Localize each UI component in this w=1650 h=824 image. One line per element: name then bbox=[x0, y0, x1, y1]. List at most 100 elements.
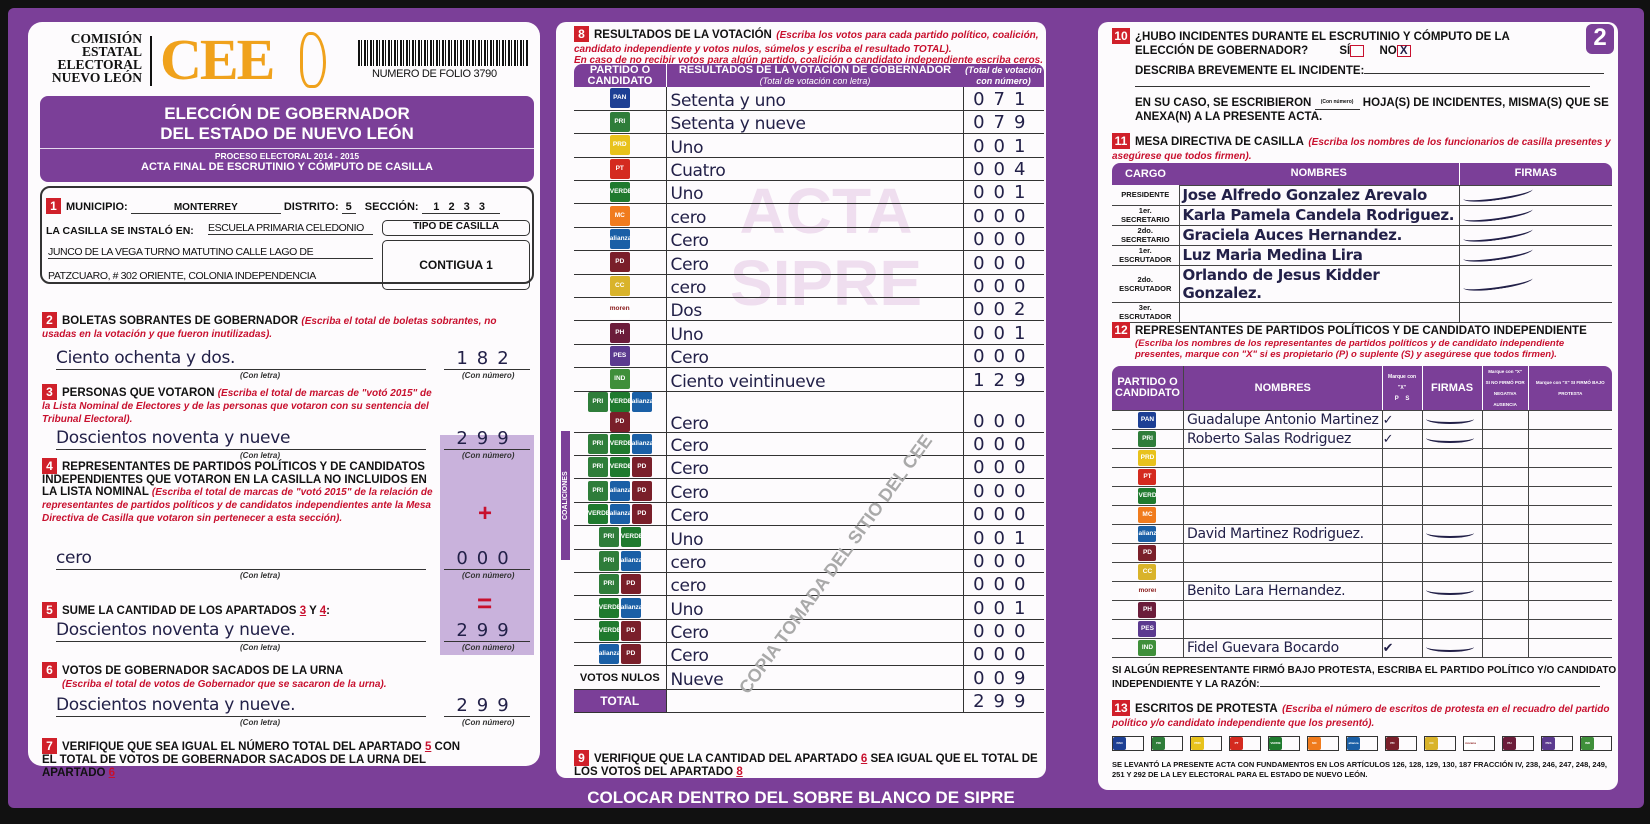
votes-numero-field[interactable]: 000 bbox=[963, 344, 1044, 369]
protest-count-box[interactable]: IND bbox=[1580, 736, 1612, 751]
s4-numero-field[interactable]: 000 bbox=[444, 548, 530, 570]
s6-letra-field[interactable]: Doscientos noventa y nueve. bbox=[56, 695, 426, 717]
votes-letra-field[interactable]: Cero bbox=[665, 250, 964, 275]
address-line-1[interactable]: ESCUELA PRIMARIA CELEDONIO bbox=[208, 222, 373, 235]
votes-numero-field[interactable]: 000 bbox=[963, 274, 1044, 299]
propietario-checkbox[interactable] bbox=[1382, 543, 1423, 563]
s5-letra-field[interactable]: Doscientos noventa y nueve. bbox=[56, 620, 426, 642]
representante-name-field[interactable]: David Martinez Rodriguez. bbox=[1183, 524, 1383, 544]
no-firmo-checkbox[interactable] bbox=[1482, 581, 1529, 601]
funcionario-name-field[interactable]: Orlando de Jesus Kidder Gonzalez. bbox=[1179, 265, 1460, 303]
incident-field[interactable] bbox=[1364, 64, 1605, 74]
protest-count-box[interactable]: PRI bbox=[1151, 736, 1183, 751]
signature-field[interactable] bbox=[1422, 600, 1483, 620]
votes-numero-field[interactable]: 000 bbox=[963, 455, 1044, 480]
total-numero-field[interactable]: 299 bbox=[963, 689, 1044, 714]
signature-field[interactable] bbox=[1422, 429, 1483, 449]
propietario-checkbox[interactable] bbox=[1382, 619, 1423, 639]
protest-count-box[interactable]: PD bbox=[1385, 736, 1417, 751]
representante-name-field[interactable]: Roberto Salas Rodriguez bbox=[1183, 429, 1383, 449]
representante-name-field[interactable] bbox=[1183, 543, 1383, 563]
s3-letra-field[interactable]: Doscientos noventa y nueve bbox=[56, 428, 426, 450]
protest-count-box[interactable]: PAN bbox=[1112, 736, 1144, 751]
no-firmo-checkbox[interactable] bbox=[1482, 524, 1529, 544]
votes-numero-field[interactable]: 000 bbox=[963, 502, 1044, 527]
protest-count-box[interactable]: PH bbox=[1502, 736, 1534, 751]
propietario-checkbox[interactable] bbox=[1382, 486, 1423, 506]
votes-numero-field[interactable]: 004 bbox=[963, 157, 1044, 182]
signature-field[interactable] bbox=[1422, 562, 1483, 582]
signature-field[interactable] bbox=[1459, 243, 1612, 266]
bajo-protesta-checkbox[interactable] bbox=[1528, 619, 1612, 639]
address-line-2[interactable]: JUNCO DE LA VEGA TURNO MATUTINO CALLE LA… bbox=[48, 246, 373, 259]
votes-numero-field[interactable]: 079 bbox=[963, 110, 1044, 135]
votes-letra-field[interactable]: Ciento veintinueve bbox=[665, 367, 964, 392]
votes-letra-field[interactable]: Dos bbox=[665, 297, 964, 322]
representante-name-field[interactable]: Guadalupe Antonio Martinez bbox=[1183, 410, 1383, 430]
bajo-protesta-checkbox[interactable] bbox=[1528, 581, 1612, 601]
bajo-protesta-checkbox[interactable] bbox=[1528, 600, 1612, 620]
propietario-checkbox[interactable] bbox=[1382, 581, 1423, 601]
signature-field[interactable] bbox=[1459, 265, 1612, 303]
propietario-checkbox[interactable] bbox=[1382, 505, 1423, 525]
no-firmo-checkbox[interactable] bbox=[1482, 486, 1529, 506]
propietario-checkbox[interactable]: ✓ bbox=[1382, 410, 1423, 430]
votes-numero-field[interactable]: 000 bbox=[963, 203, 1044, 228]
representante-name-field[interactable] bbox=[1183, 505, 1383, 525]
signature-field[interactable] bbox=[1422, 486, 1483, 506]
votes-letra-field[interactable]: Uno bbox=[665, 595, 964, 620]
representante-name-field[interactable] bbox=[1183, 467, 1383, 487]
nulos-numero-field[interactable]: 009 bbox=[963, 665, 1044, 690]
s6-numero-field[interactable]: 299 bbox=[444, 695, 530, 717]
funcionario-name-field[interactable]: Jose Alfredo Gonzalez Arevalo bbox=[1179, 185, 1460, 206]
signature-field[interactable] bbox=[1422, 543, 1483, 563]
seccion-field[interactable]: 1 2 3 3 bbox=[421, 201, 500, 214]
s3-numero-field[interactable]: 299 bbox=[444, 428, 530, 450]
votes-letra-field[interactable]: Cero bbox=[665, 432, 964, 456]
bajo-protesta-checkbox[interactable] bbox=[1528, 638, 1612, 658]
votes-letra-field[interactable]: cero bbox=[665, 572, 964, 597]
address-line-3[interactable]: PATZCUARO, # 302 ORIENTE, COLONIA INDEPE… bbox=[48, 270, 373, 283]
representante-name-field[interactable]: Benito Lara Hernandez. bbox=[1183, 581, 1383, 601]
incident-field-2[interactable] bbox=[1135, 86, 1590, 87]
representante-name-field[interactable]: Fidel Guevara Bocardo bbox=[1183, 638, 1383, 658]
votes-numero-field[interactable]: 000 bbox=[963, 478, 1044, 503]
protest-count-box[interactable]: VERDE bbox=[1268, 736, 1300, 751]
votes-letra-field[interactable]: cero bbox=[665, 274, 964, 299]
no-firmo-checkbox[interactable] bbox=[1482, 543, 1529, 563]
nulos-letra-field[interactable]: Nueve bbox=[665, 665, 964, 690]
bajo-protesta-checkbox[interactable] bbox=[1528, 524, 1612, 544]
municipio-field[interactable]: MONTERREY bbox=[130, 202, 281, 214]
protest-count-box[interactable]: CC bbox=[1424, 736, 1456, 751]
propietario-checkbox[interactable] bbox=[1382, 524, 1423, 544]
votes-letra-field[interactable]: Uno bbox=[665, 133, 964, 158]
s2-letra-field[interactable]: Ciento ochenta y dos. bbox=[56, 348, 426, 370]
votes-numero-field[interactable]: 002 bbox=[963, 297, 1044, 322]
no-firmo-checkbox[interactable] bbox=[1482, 600, 1529, 620]
protest-count-box[interactable]: alianza bbox=[1346, 736, 1378, 751]
protest-field[interactable] bbox=[1259, 677, 1600, 687]
representante-name-field[interactable] bbox=[1183, 562, 1383, 582]
s4-letra-field[interactable]: cero bbox=[56, 548, 426, 570]
propietario-checkbox[interactable]: ✓ bbox=[1382, 429, 1423, 449]
bajo-protesta-checkbox[interactable] bbox=[1528, 486, 1612, 506]
votes-numero-field[interactable]: 001 bbox=[963, 595, 1044, 620]
protest-count-box[interactable]: morena bbox=[1463, 736, 1495, 751]
bajo-protesta-checkbox[interactable] bbox=[1528, 429, 1612, 449]
votes-numero-field[interactable]: 001 bbox=[963, 133, 1044, 158]
representante-name-field[interactable] bbox=[1183, 486, 1383, 506]
funcionario-name-field[interactable]: Luz Maria Medina Lira bbox=[1179, 245, 1460, 266]
votes-letra-field[interactable]: Cero bbox=[665, 344, 964, 369]
votes-numero-field[interactable]: 000 bbox=[963, 432, 1044, 456]
no-firmo-checkbox[interactable] bbox=[1482, 448, 1529, 468]
signature-field[interactable] bbox=[1422, 638, 1483, 658]
si-checkbox[interactable] bbox=[1350, 44, 1365, 57]
votes-numero-field[interactable]: 000 bbox=[963, 572, 1044, 597]
funcionario-name-field[interactable] bbox=[1179, 302, 1460, 323]
propietario-checkbox[interactable] bbox=[1382, 448, 1423, 468]
protest-count-box[interactable]: PES bbox=[1541, 736, 1573, 751]
bajo-protesta-checkbox[interactable] bbox=[1528, 562, 1612, 582]
bajo-protesta-checkbox[interactable] bbox=[1528, 410, 1612, 430]
votes-numero-field[interactable]: 000 bbox=[963, 549, 1044, 573]
no-firmo-checkbox[interactable] bbox=[1482, 638, 1529, 658]
